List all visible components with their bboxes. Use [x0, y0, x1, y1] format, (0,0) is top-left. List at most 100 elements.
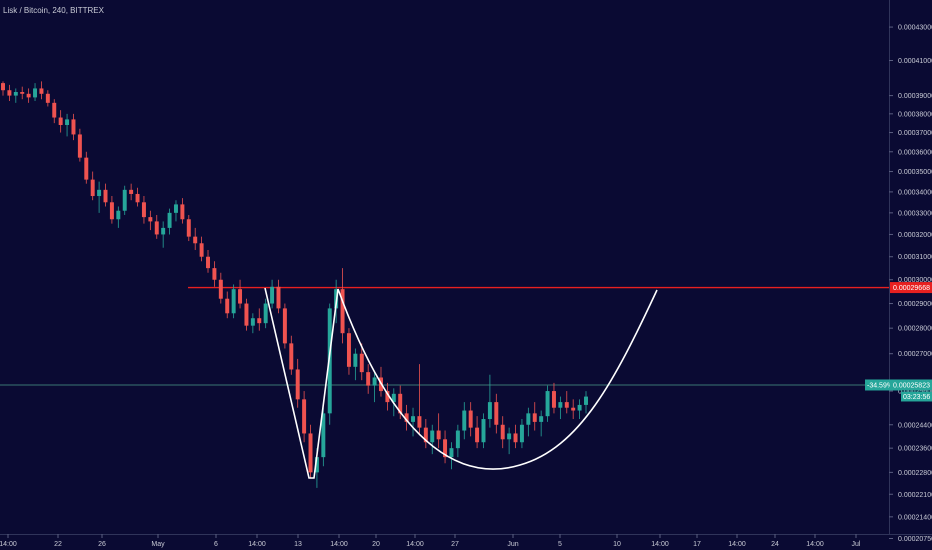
- candle[interactable]: [199, 236, 204, 262]
- candle[interactable]: [276, 279, 281, 314]
- candle[interactable]: [436, 413, 441, 449]
- candle[interactable]: [20, 86, 25, 100]
- candle[interactable]: [129, 183, 134, 201]
- candle[interactable]: [39, 81, 44, 100]
- candle[interactable]: [173, 200, 178, 222]
- candle[interactable]: [193, 227, 198, 250]
- x-tick-label: 27: [451, 541, 459, 548]
- candle[interactable]: [263, 298, 268, 329]
- candle[interactable]: [26, 88, 31, 103]
- candle[interactable]: [404, 404, 409, 431]
- candle[interactable]: [135, 187, 140, 207]
- candle[interactable]: [65, 113, 70, 137]
- candle[interactable]: [327, 303, 332, 425]
- candle[interactable]: [13, 88, 18, 103]
- candle[interactable]: [295, 358, 300, 408]
- candle[interactable]: [545, 385, 550, 422]
- candle[interactable]: [423, 419, 428, 449]
- candle[interactable]: [141, 196, 146, 224]
- candle[interactable]: [507, 427, 512, 455]
- candle[interactable]: [33, 83, 38, 102]
- candle[interactable]: [84, 151, 89, 184]
- candle[interactable]: [77, 128, 82, 162]
- double-bottom-pattern[interactable]: [264, 287, 339, 479]
- candle[interactable]: [302, 391, 307, 443]
- candle[interactable]: [385, 382, 390, 411]
- candle[interactable]: [551, 382, 556, 414]
- candle[interactable]: [539, 410, 544, 437]
- candle[interactable]: [468, 402, 473, 437]
- candle[interactable]: [218, 272, 223, 304]
- candle[interactable]: [526, 407, 531, 437]
- candle[interactable]: [455, 424, 460, 458]
- candle[interactable]: [154, 214, 159, 239]
- candle[interactable]: [103, 183, 108, 207]
- candle[interactable]: [577, 399, 582, 420]
- candle[interactable]: [519, 419, 524, 449]
- candle[interactable]: [571, 399, 576, 420]
- candle[interactable]: [186, 214, 191, 242]
- candle[interactable]: [116, 206, 121, 228]
- candle[interactable]: [340, 268, 345, 344]
- candle[interactable]: [584, 391, 588, 414]
- candle[interactable]: [532, 402, 537, 431]
- candle[interactable]: [366, 364, 371, 394]
- candle[interactable]: [225, 291, 230, 319]
- candle[interactable]: [282, 303, 287, 349]
- candle[interactable]: [564, 391, 569, 414]
- x-axis-ticks[interactable]: 14:00 22 26 May 6 14:00 13 14:00 20 14:00 27 Jun 5 10…: [0, 534, 861, 548]
- candle[interactable]: [122, 185, 127, 215]
- candle[interactable]: [430, 424, 435, 455]
- candle[interactable]: [289, 335, 294, 375]
- candle[interactable]: [359, 343, 364, 381]
- candle[interactable]: [45, 90, 50, 107]
- candle[interactable]: [1, 81, 5, 96]
- y-tick-label: 0.00036000: [898, 149, 932, 156]
- candle[interactable]: [372, 372, 377, 403]
- candle-body: [314, 457, 319, 473]
- candle[interactable]: [90, 171, 95, 201]
- candle[interactable]: [513, 424, 518, 449]
- candle[interactable]: [308, 424, 313, 479]
- candle[interactable]: [443, 430, 448, 464]
- candle[interactable]: [257, 308, 262, 331]
- candle[interactable]: [58, 110, 63, 133]
- candle[interactable]: [411, 407, 416, 437]
- candle[interactable]: [238, 279, 243, 309]
- candle[interactable]: [250, 313, 255, 334]
- candle[interactable]: [494, 393, 499, 434]
- candle-body: [141, 202, 146, 218]
- candle[interactable]: [161, 221, 166, 248]
- candle[interactable]: [231, 284, 236, 319]
- candle[interactable]: [71, 113, 76, 141]
- candle[interactable]: [212, 261, 217, 287]
- candle[interactable]: [167, 208, 172, 235]
- candle[interactable]: [353, 348, 358, 381]
- candle[interactable]: [97, 181, 102, 213]
- candle[interactable]: [180, 198, 185, 224]
- y-axis-ticks[interactable]: 0.00043000 0.00041000 0.00039000 0.00038000…: [889, 25, 932, 543]
- candle[interactable]: [321, 407, 326, 467]
- candle[interactable]: [500, 416, 505, 449]
- candle[interactable]: [417, 364, 422, 434]
- candle[interactable]: [206, 249, 210, 273]
- candle[interactable]: [346, 328, 351, 375]
- candle[interactable]: [558, 396, 563, 420]
- candle[interactable]: [109, 196, 114, 224]
- cup-pattern[interactable]: [337, 288, 658, 470]
- candle[interactable]: [7, 84, 12, 102]
- candle[interactable]: [487, 374, 492, 428]
- candle-body: [577, 404, 582, 411]
- candle[interactable]: [475, 416, 480, 449]
- candle[interactable]: [462, 402, 467, 440]
- candle-body: [295, 369, 300, 400]
- candle[interactable]: [270, 279, 275, 309]
- candle[interactable]: [52, 99, 57, 124]
- candle[interactable]: [449, 442, 454, 470]
- y-tick-label: 0.00021400: [898, 514, 932, 521]
- candle[interactable]: [148, 210, 153, 231]
- candle[interactable]: [244, 298, 249, 331]
- candle-body: [500, 424, 505, 440]
- candle[interactable]: [481, 413, 486, 449]
